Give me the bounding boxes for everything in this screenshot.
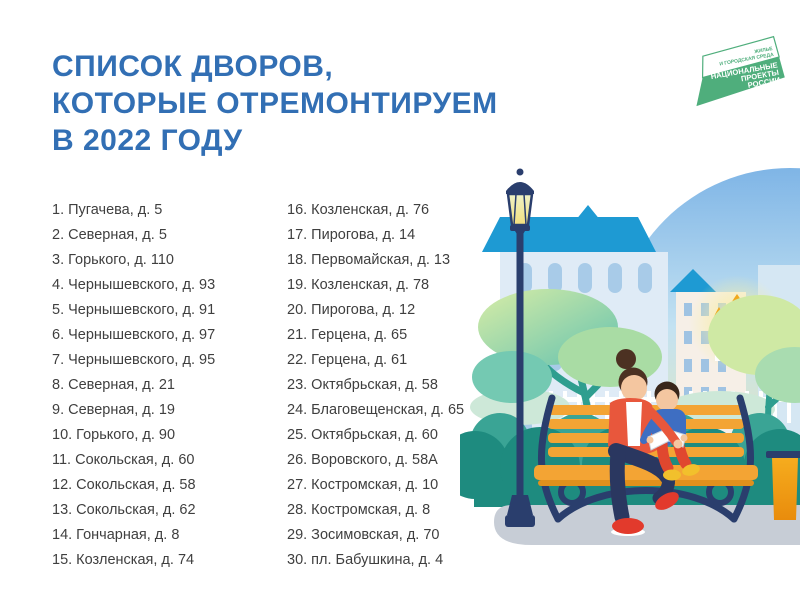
list-item: 13. Сокольская, д. 62: [52, 502, 196, 518]
title-line-1: СПИСОК ДВОРОВ,: [52, 50, 334, 83]
list-item: 12. Сокольская, д. 58: [52, 477, 196, 493]
list-item: 21. Герцена, д. 65: [287, 327, 408, 343]
ground: [494, 505, 800, 545]
list-item: 22. Герцена, д. 61: [287, 352, 408, 368]
tree-left: [472, 289, 662, 451]
national-projects-logo: ЖИЛЬЕ И ГОРОДСКАЯ СРЕДА НАЦИОНАЛЬНЫЕ ПРО…: [696, 35, 785, 107]
boy-shoe: [663, 469, 681, 481]
list-item: 8. Северная, д. 21: [52, 377, 175, 393]
boy-shoe: [682, 464, 700, 476]
list-item: 19. Козленская, д. 78: [287, 277, 430, 293]
title-line-2: КОТОРЫЕ ОТРЕМОНТИРУЕМ: [52, 87, 498, 120]
list-item: 9. Северная, д. 19: [52, 402, 175, 418]
list-item: 28. Костромская, д. 8: [287, 502, 431, 518]
title-line-3: В 2022 ГОДУ: [52, 124, 243, 157]
woman-sneakers: [611, 492, 679, 536]
list-item: 10. Горького, д. 90: [52, 427, 176, 443]
woman-arm: [645, 406, 688, 449]
address-list-left: 1. Пугачева, д. 5 2. Северная, д. 5 3. Гор…: [52, 198, 277, 573]
list-item: 5. Чернышевского, д. 91: [52, 302, 216, 318]
list-item: 1. Пугачева, д. 5: [52, 202, 163, 218]
list-item: 14. Гончарная, д. 8: [52, 527, 180, 543]
list-item: 6. Чернышевского, д. 97: [52, 327, 216, 343]
list-item: 3. Горького, д. 110: [52, 252, 174, 268]
list-item: 29. Зосимовская, д. 70: [287, 527, 440, 543]
list-item: 30. пл. Бабушкина, д. 4: [287, 552, 444, 568]
tree-right: [708, 295, 800, 466]
park-illustration: [460, 168, 800, 545]
street-lamp-icon: [505, 168, 535, 527]
list-item: 24. Благовещенская, д. 65: [287, 402, 465, 418]
list-item: 26. Воровского, д. 58А: [287, 452, 438, 468]
list-item: 2. Северная, д. 5: [52, 227, 167, 243]
list-item: 4. Чернышевского, д. 93: [52, 277, 216, 293]
trash-can: [766, 451, 800, 520]
list-item: 17. Пирогова, д. 14: [287, 227, 416, 243]
logo-program-line-1: ЖИЛЬЕ: [753, 46, 774, 55]
logo-flag-green: [696, 56, 785, 107]
list-item: 16. Козленская, д. 76: [287, 202, 430, 218]
list-item: 25. Октябрьская, д. 60: [287, 427, 438, 443]
address-list-right: 16. Козленская, д. 76 17. Пирогова, д. 14…: [287, 198, 512, 573]
logo-flag-white: [701, 35, 780, 79]
list-item: 20. Пирогова, д. 12: [287, 302, 416, 318]
list-item: 27. Костромская, д. 10: [287, 477, 439, 493]
page-title: СПИСОК ДВОРОВ, КОТОРЫЕ ОТРЕМОНТИРУЕМ В 2…: [52, 48, 498, 159]
list-item: 18. Первомайская, д. 13: [287, 252, 451, 268]
list-item: 11. Сокольская, д. 60: [52, 452, 195, 468]
list-item: 23. Октябрьская, д. 58: [287, 377, 438, 393]
list-item: 7. Чернышевского, д. 95: [52, 352, 216, 368]
list-item: 15. Козленская, д. 74: [52, 552, 195, 568]
